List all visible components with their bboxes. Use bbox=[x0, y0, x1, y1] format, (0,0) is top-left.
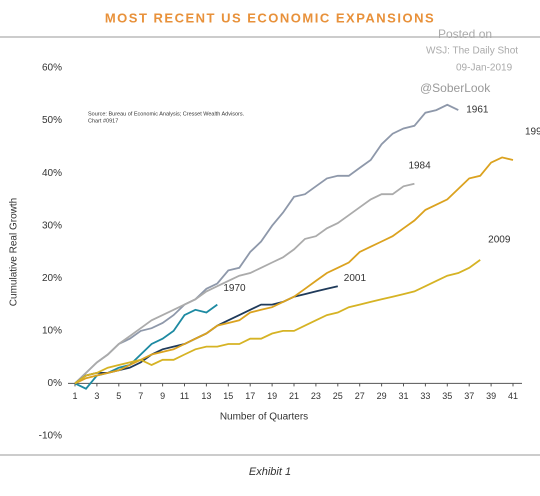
watermark: 09-Jan-2019 bbox=[456, 63, 513, 74]
x-tick-label: 1 bbox=[72, 391, 77, 401]
x-tick-label: 25 bbox=[333, 391, 343, 401]
x-tick-label: 5 bbox=[116, 391, 121, 401]
x-tick-label: 31 bbox=[398, 391, 408, 401]
x-tick-label: 29 bbox=[377, 391, 387, 401]
x-tick-label: 41 bbox=[508, 391, 518, 401]
source: Source: Bureau of Economic Analysis; Cre… bbox=[88, 111, 245, 117]
y-tick-label: 30% bbox=[42, 220, 62, 231]
x-tick-label: 23 bbox=[311, 391, 321, 401]
x-tick-label: 15 bbox=[223, 391, 233, 401]
series-label: 1991 bbox=[525, 127, 540, 138]
series-label: 1961 bbox=[466, 105, 489, 116]
x-tick-label: 21 bbox=[289, 391, 299, 401]
y-tick-label: 10% bbox=[42, 325, 62, 336]
x-tick-label: 39 bbox=[486, 391, 496, 401]
x-tick-label: 19 bbox=[267, 391, 277, 401]
x-tick-label: 7 bbox=[138, 391, 143, 401]
y-tick-label: 20% bbox=[42, 273, 62, 284]
watermark: WSJ: The Daily Shot bbox=[426, 46, 518, 57]
y-tick-label: 50% bbox=[42, 115, 62, 126]
y-tick-label: 40% bbox=[42, 168, 62, 179]
series-label: 1984 bbox=[408, 160, 431, 171]
x-axis-label: Number of Quarters bbox=[220, 412, 308, 423]
x-tick-label: 35 bbox=[442, 391, 452, 401]
series-line bbox=[74, 103, 459, 385]
x-tick-label: 9 bbox=[160, 391, 165, 401]
y-tick-label: 0% bbox=[48, 378, 63, 389]
watermark: Posted on bbox=[438, 27, 492, 41]
series-line bbox=[74, 156, 514, 385]
chart-title: MOST RECENT US ECONOMIC EXPANSIONS bbox=[105, 10, 435, 25]
x-tick-label: 11 bbox=[180, 391, 189, 401]
x-tick-label: 33 bbox=[420, 391, 430, 401]
x-tick-label: 37 bbox=[464, 391, 474, 401]
y-axis-label: Cumulative Real Growth bbox=[9, 198, 20, 306]
x-tick-label: 13 bbox=[201, 391, 211, 401]
series-line bbox=[74, 182, 415, 385]
y-tick-label: 60% bbox=[42, 63, 62, 74]
caption: Exhibit 1 bbox=[249, 466, 291, 478]
source: Chart #0917 bbox=[88, 118, 118, 124]
series-label: 2009 bbox=[488, 235, 511, 246]
x-tick-label: 3 bbox=[94, 391, 99, 401]
x-tick-label: 27 bbox=[355, 391, 365, 401]
series-line bbox=[74, 259, 481, 385]
y-tick-label: -10% bbox=[39, 431, 62, 442]
series-label: 1970 bbox=[223, 283, 246, 294]
series-label: 2001 bbox=[344, 273, 367, 284]
handle: @SoberLook bbox=[420, 81, 491, 95]
x-tick-label: 17 bbox=[245, 391, 255, 401]
